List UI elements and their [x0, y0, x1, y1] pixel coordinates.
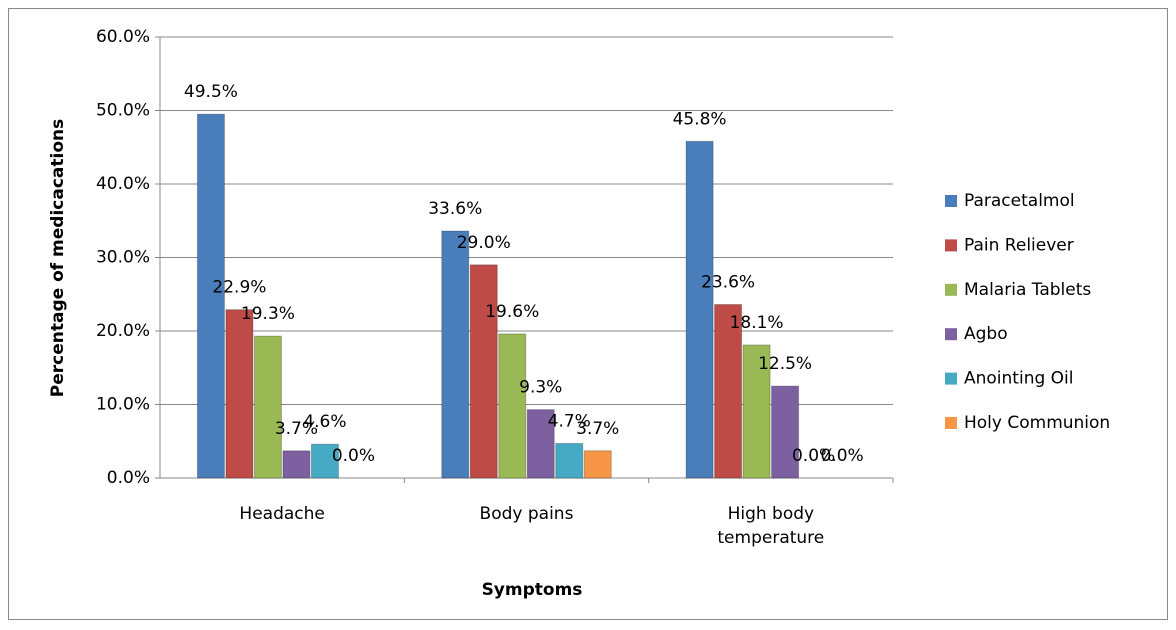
- y-tick-label: 60.0%: [96, 27, 150, 47]
- bar: [310, 443, 339, 479]
- data-label: 18.1%: [730, 313, 784, 333]
- data-label: 12.5%: [758, 354, 812, 374]
- x-tick-label: Headache: [239, 504, 325, 524]
- y-tick-label: 10.0%: [96, 395, 150, 415]
- bar: [196, 113, 225, 479]
- bar: [253, 335, 282, 479]
- legend-label: Malaria Tablets: [964, 280, 1091, 300]
- y-tick-label: 40.0%: [96, 174, 150, 194]
- bar: [771, 385, 800, 479]
- data-label: 4.6%: [303, 412, 346, 432]
- data-label: 33.6%: [428, 199, 482, 219]
- y-tick-label: 50.0%: [96, 101, 150, 121]
- x-tick-label: Body pains: [479, 504, 574, 524]
- data-label: 45.8%: [673, 109, 727, 129]
- bar: [714, 304, 743, 479]
- x-tick-label: High body temperature: [717, 504, 825, 548]
- bar: [742, 344, 771, 479]
- data-label: 3.7%: [576, 419, 619, 439]
- legend-swatch: [945, 328, 957, 341]
- y-tick-label: 20.0%: [96, 321, 150, 341]
- data-label: 19.6%: [485, 302, 539, 322]
- bar: [225, 309, 254, 479]
- legend-swatch: [945, 417, 957, 429]
- bar: [526, 409, 555, 479]
- legend-swatch: [945, 372, 957, 385]
- bar: [498, 333, 527, 479]
- data-label: 19.3%: [241, 304, 295, 324]
- y-tick-label: 0.0%: [107, 468, 150, 488]
- legend-label: Pain Reliever: [964, 235, 1074, 255]
- data-label: 9.3%: [519, 378, 562, 398]
- data-label: 0.0%: [332, 446, 375, 466]
- bar: [441, 230, 470, 479]
- legend-swatch: [945, 195, 957, 207]
- data-label: 29.0%: [457, 233, 511, 253]
- data-label: 3.7%: [275, 419, 318, 439]
- chart-border: [8, 8, 1168, 620]
- bar: [282, 450, 311, 479]
- data-label: 49.5%: [184, 82, 238, 102]
- legend-label: Holy Communion: [964, 413, 1110, 433]
- data-label: 23.6%: [701, 273, 755, 293]
- bar: [469, 264, 498, 479]
- bar: [685, 140, 714, 479]
- legend-label: Agbo: [964, 324, 1008, 344]
- data-label: 4.7%: [548, 411, 591, 431]
- x-axis-title: Symptoms: [482, 580, 583, 600]
- legend-label: Paracetalmol: [964, 191, 1075, 211]
- bar: [583, 450, 612, 479]
- legend-swatch: [945, 283, 957, 296]
- y-axis-title: Percentage of medicacations: [48, 119, 68, 397]
- bar: [555, 442, 584, 479]
- data-label: 22.9%: [212, 278, 266, 298]
- legend-label: Anointing Oil: [964, 369, 1074, 389]
- data-label: 0.0%: [792, 446, 835, 466]
- y-tick-label: 30.0%: [96, 248, 150, 268]
- legend-swatch: [945, 239, 957, 252]
- data-label: 0.0%: [820, 446, 863, 466]
